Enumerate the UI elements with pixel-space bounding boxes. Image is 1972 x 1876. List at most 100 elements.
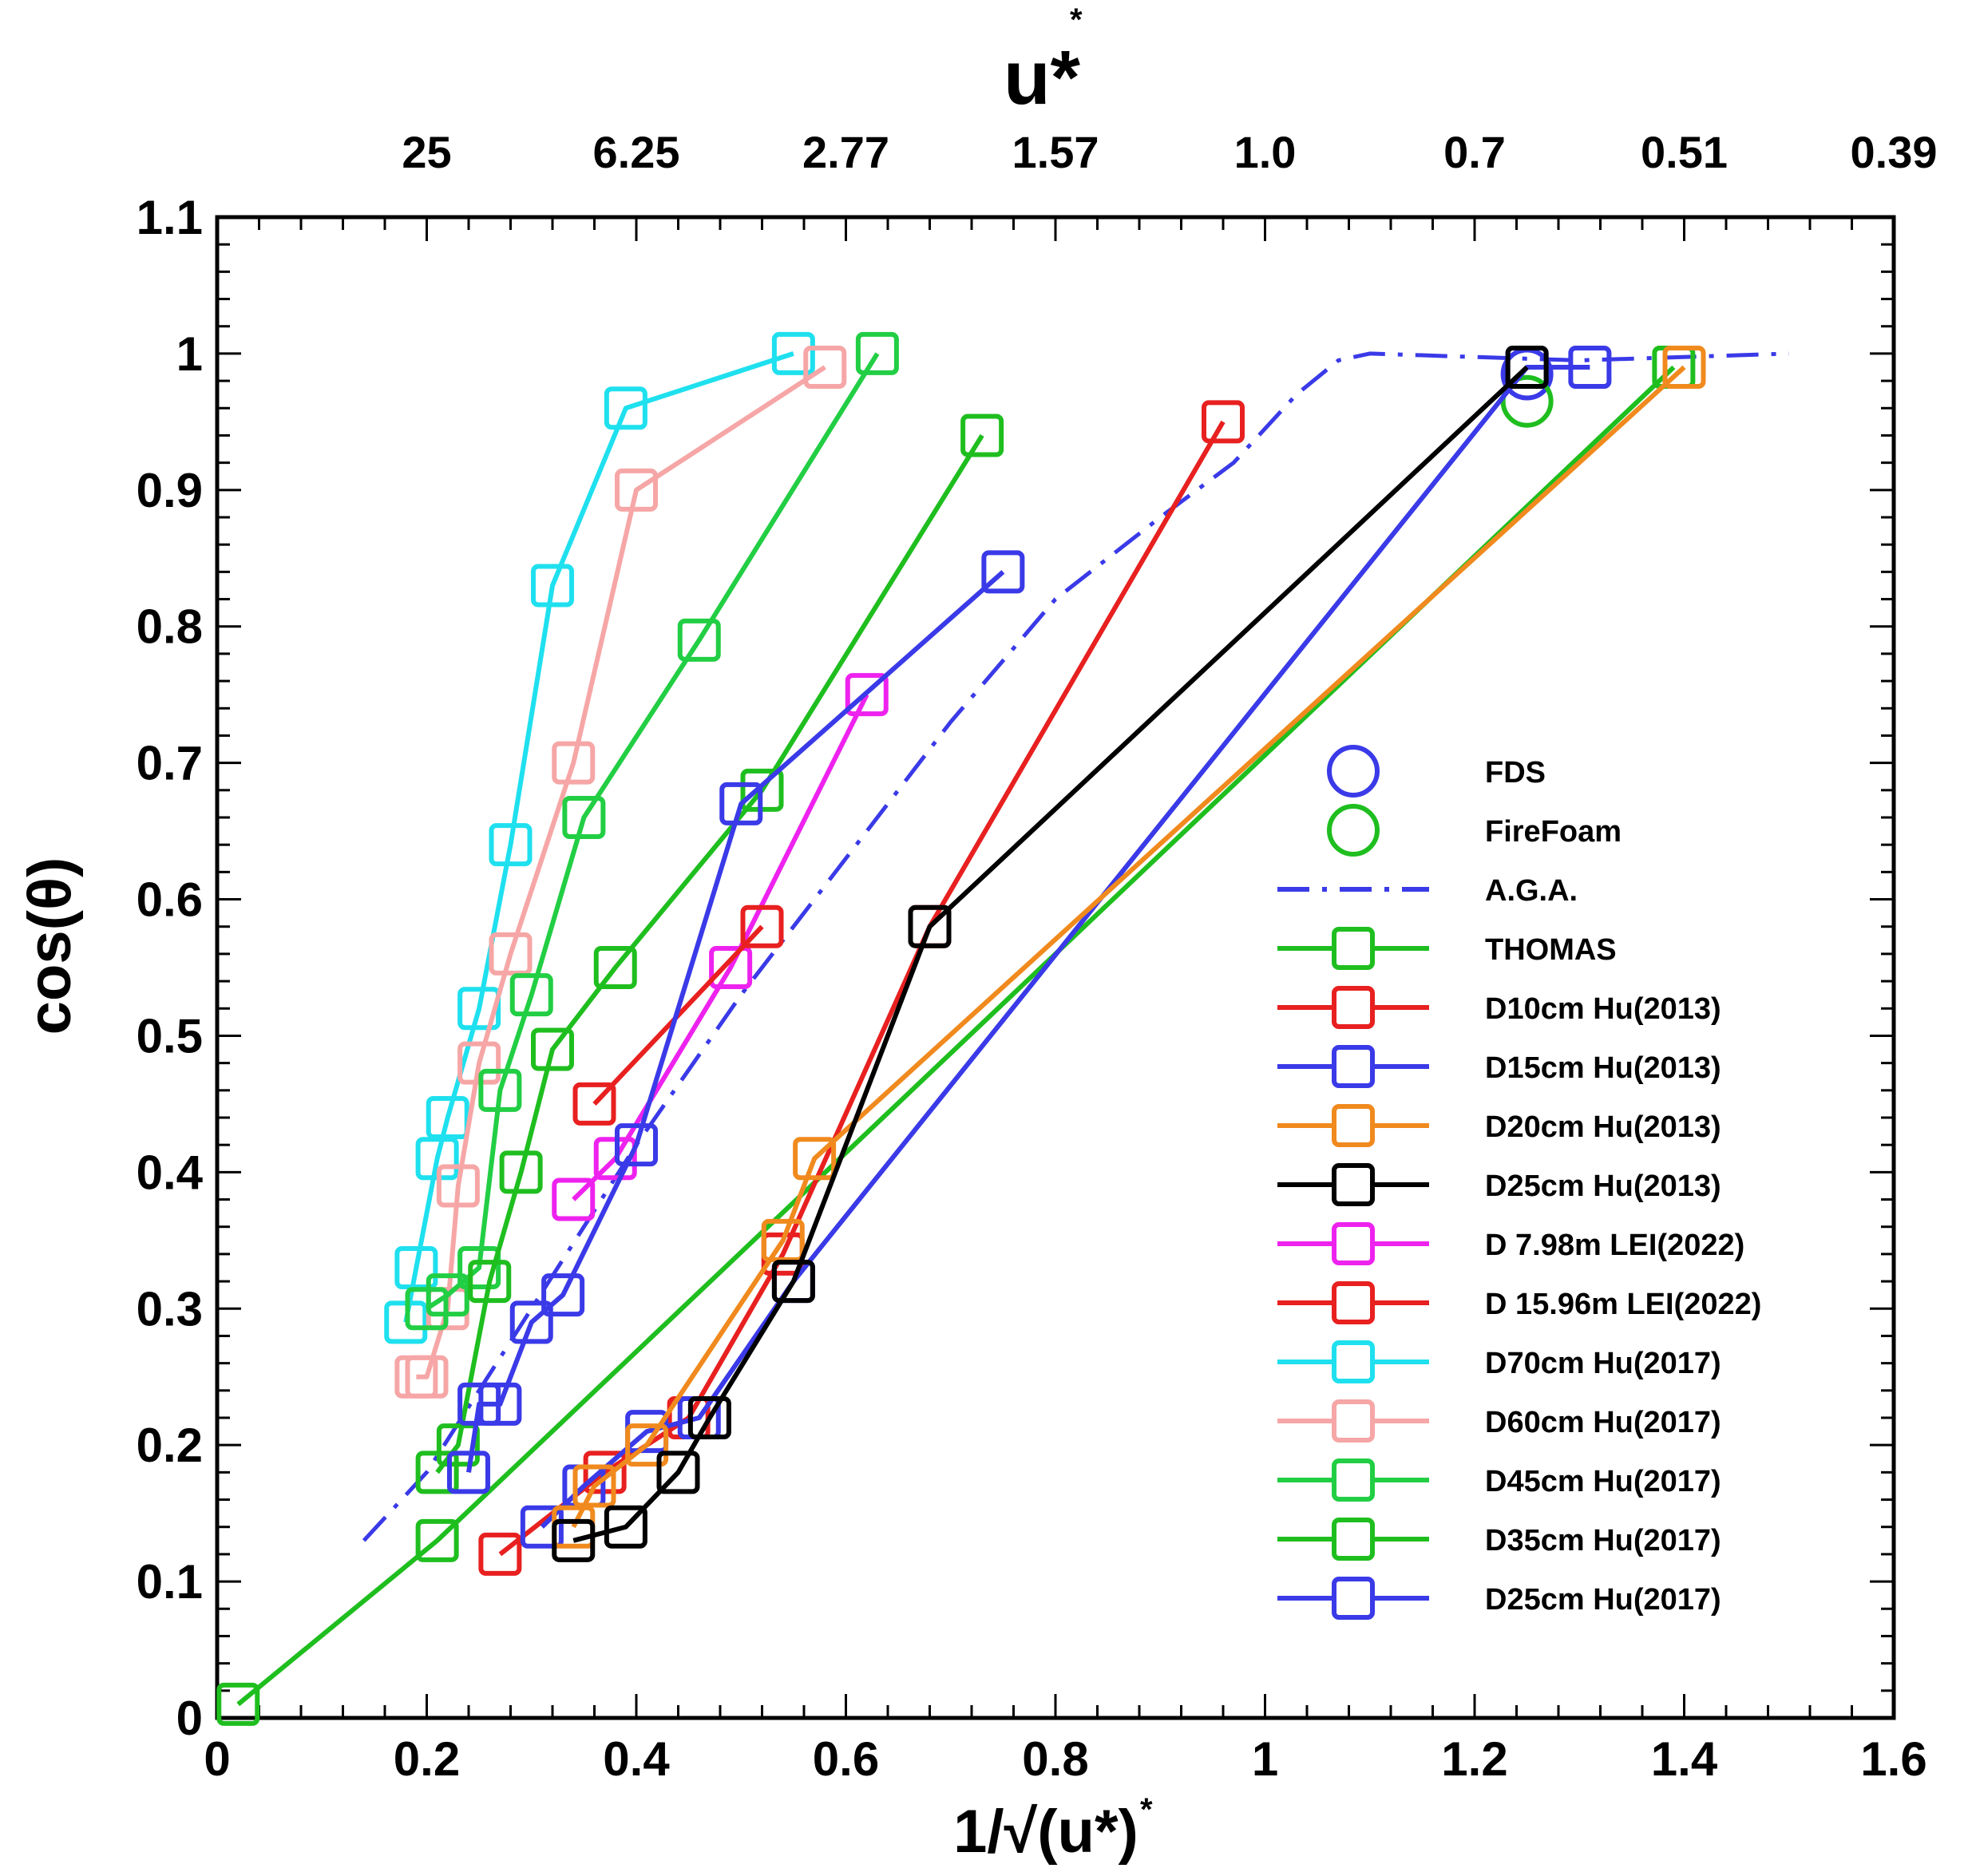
legend-item: D45cm Hu(2017) <box>1277 1458 1721 1502</box>
data-point <box>394 1246 438 1289</box>
legend-marker <box>1332 1045 1375 1088</box>
x-tick-label: 0.2 <box>394 1732 460 1786</box>
data-point <box>908 904 952 948</box>
top-axis-title: u* <box>1004 35 1081 121</box>
data-point <box>489 823 533 867</box>
top-tick-label: 6.25 <box>593 127 680 177</box>
x-tick-label: 0.4 <box>603 1732 670 1786</box>
data-point <box>216 1682 260 1726</box>
data-point <box>572 1082 616 1126</box>
x-tick-label: 0.6 <box>813 1732 879 1786</box>
series-d-7-98m-lei-2022- <box>552 673 889 1221</box>
legend-label: D15cm Hu(2013) <box>1485 1051 1721 1085</box>
data-point <box>604 1505 647 1549</box>
data-point <box>793 1137 837 1181</box>
legend-marker <box>1332 1281 1375 1324</box>
data-point <box>615 468 658 512</box>
legend-item: D60cm Hu(2017) <box>1277 1399 1721 1443</box>
data-point <box>426 1096 469 1139</box>
x-tick-label: 0.8 <box>1022 1732 1088 1786</box>
legend-item: D 15.96m LEI(2022) <box>1277 1281 1761 1324</box>
data-point <box>489 932 533 976</box>
data-point <box>520 1505 564 1549</box>
y-tick-label: 0.8 <box>137 600 203 654</box>
series-d70cm-hu-2017- <box>384 331 815 1344</box>
legend-marker <box>1332 927 1375 970</box>
data-point <box>572 1464 616 1508</box>
series-d10cm-hu-2013- <box>478 400 1245 1576</box>
top-title-superscript: * <box>1070 2 1083 38</box>
series-line <box>571 365 1686 1529</box>
series-a-g-a- <box>362 351 1789 1542</box>
legend-item: D25cm Hu(2017) <box>1277 1577 1721 1620</box>
top-tick-label: 25 <box>402 127 451 177</box>
series-line <box>403 351 794 1323</box>
series-line <box>236 365 1676 1707</box>
series-line <box>572 693 869 1201</box>
legend-marker <box>1332 1518 1375 1561</box>
legend-label: D45cm Hu(2017) <box>1485 1465 1721 1498</box>
y-tick-label: 1.1 <box>137 191 203 244</box>
series-line <box>362 351 1789 1542</box>
top-tick-label: 1.0 <box>1234 127 1297 177</box>
x-tick-label: 0 <box>204 1732 230 1786</box>
y-tick-label: 0.3 <box>137 1282 203 1336</box>
y-tick-label: 0.7 <box>137 737 203 790</box>
data-point <box>457 987 501 1031</box>
series-line <box>572 365 1529 1543</box>
legend-marker <box>1332 1577 1375 1620</box>
data-point <box>457 1382 501 1426</box>
legend-marker <box>1332 1340 1375 1383</box>
data-point <box>531 1027 574 1071</box>
plot-area <box>216 331 1789 1726</box>
series-d25cm-hu-2017- <box>447 550 1025 1494</box>
legend-label: D20cm Hu(2013) <box>1485 1110 1721 1144</box>
legend-item: A.G.A. <box>1277 874 1578 908</box>
legend-item: D35cm Hu(2017) <box>1277 1518 1721 1561</box>
legend-marker <box>1327 804 1380 857</box>
y-tick-label: 0.1 <box>137 1555 203 1609</box>
data-point <box>1662 346 1706 389</box>
x-tick-label: 1.4 <box>1651 1732 1718 1786</box>
series-d45cm-hu-2017- <box>405 331 899 1331</box>
y-tick-label: 0.9 <box>137 464 203 517</box>
data-point <box>468 1260 512 1304</box>
axis-labels: 1/√(u*) cos(θ) u* <box>16 35 1138 1866</box>
data-point <box>478 1382 522 1426</box>
x-title-superscript: * <box>1140 1792 1153 1827</box>
legend-label: FDS <box>1485 756 1546 790</box>
data-point <box>687 1396 731 1439</box>
legend-item: D20cm Hu(2013) <box>1277 1104 1721 1147</box>
legend-label: D10cm Hu(2013) <box>1485 992 1721 1026</box>
data-point <box>1505 346 1549 389</box>
legend-item: D25cm Hu(2013) <box>1277 1163 1721 1206</box>
data-point <box>499 1150 543 1194</box>
data-point <box>405 1355 449 1399</box>
series-thomas <box>216 346 1696 1726</box>
data-point <box>615 1123 658 1167</box>
data-point <box>855 331 899 375</box>
data-point <box>625 1423 669 1467</box>
top-tick-label: 0.39 <box>1851 127 1938 177</box>
data-point <box>761 1218 805 1262</box>
data-point <box>552 1518 596 1562</box>
legend-label: D35cm Hu(2017) <box>1485 1524 1721 1557</box>
legend-marker <box>1332 1222 1375 1265</box>
axes: 0 0.2 0.4 0.6 0.8 1 1.2 1.4 1.6 0 0.1 0.2 0.3 0.4 0.5 0… <box>137 2 1938 1827</box>
x-tick-label: 1.2 <box>1441 1732 1507 1786</box>
top-tick-label: 2.77 <box>802 127 889 177</box>
data-point <box>981 550 1025 594</box>
series-d25cm-hu-2013- <box>552 346 1549 1562</box>
legend-marker <box>1332 986 1375 1029</box>
top-tick-label: 1.57 <box>1012 127 1099 177</box>
data-point <box>1568 346 1612 389</box>
data-point <box>1202 400 1245 444</box>
legend-label: D25cm Hu(2017) <box>1485 1583 1721 1617</box>
series-d60cm-hu-2017- <box>394 346 847 1399</box>
top-tick-label: 0.51 <box>1641 127 1728 177</box>
data-point <box>771 331 815 375</box>
data-point <box>845 673 889 717</box>
data-point <box>478 1532 522 1576</box>
data-point <box>677 618 721 662</box>
